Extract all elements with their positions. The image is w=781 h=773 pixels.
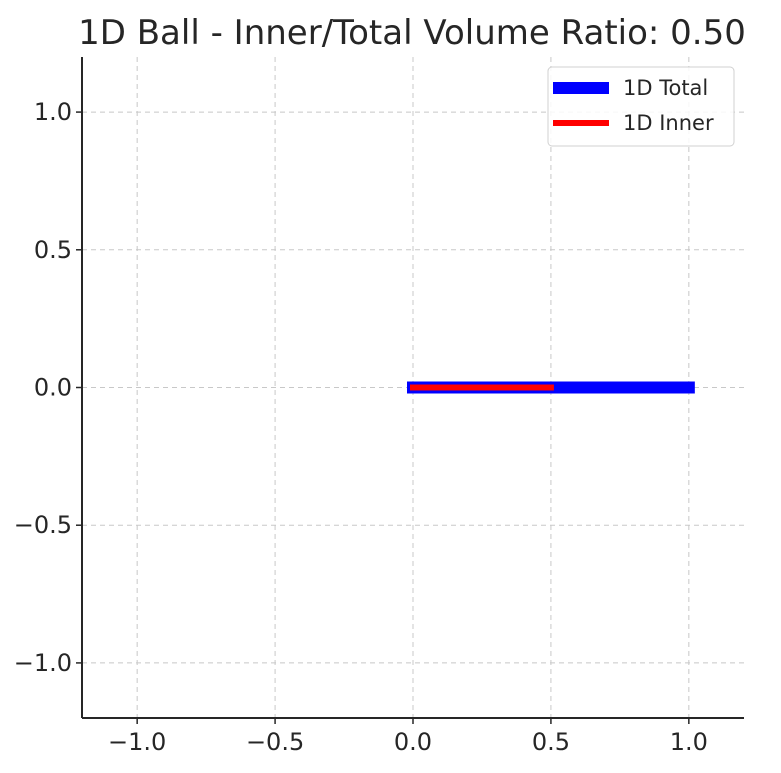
x-tick-label: 1.0	[670, 728, 708, 756]
axes: −1.0 −0.5 0.0 0.5 1.0 −1.0 −0.5 0.0 0.5 1.0	[14, 57, 744, 756]
legend-label: 1D Total	[623, 76, 708, 100]
y-tick-label: 0.5	[34, 236, 72, 264]
y-tick-label: −1.0	[14, 649, 72, 677]
x-tick-label: −0.5	[246, 728, 304, 756]
legend: 1D Total 1D Inner	[547, 66, 735, 147]
x-tick-label: 0.0	[394, 728, 432, 756]
legend-label: 1D Inner	[623, 111, 714, 135]
chart-title: 1D Ball - Inner/Total Volume Ratio: 0.50	[78, 13, 746, 53]
x-tick-label: −1.0	[108, 728, 166, 756]
x-tick-label: 0.5	[532, 728, 570, 756]
y-tick-label: 1.0	[34, 98, 72, 126]
y-tick-label: −0.5	[14, 511, 72, 539]
y-tick-label: 0.0	[34, 374, 72, 402]
